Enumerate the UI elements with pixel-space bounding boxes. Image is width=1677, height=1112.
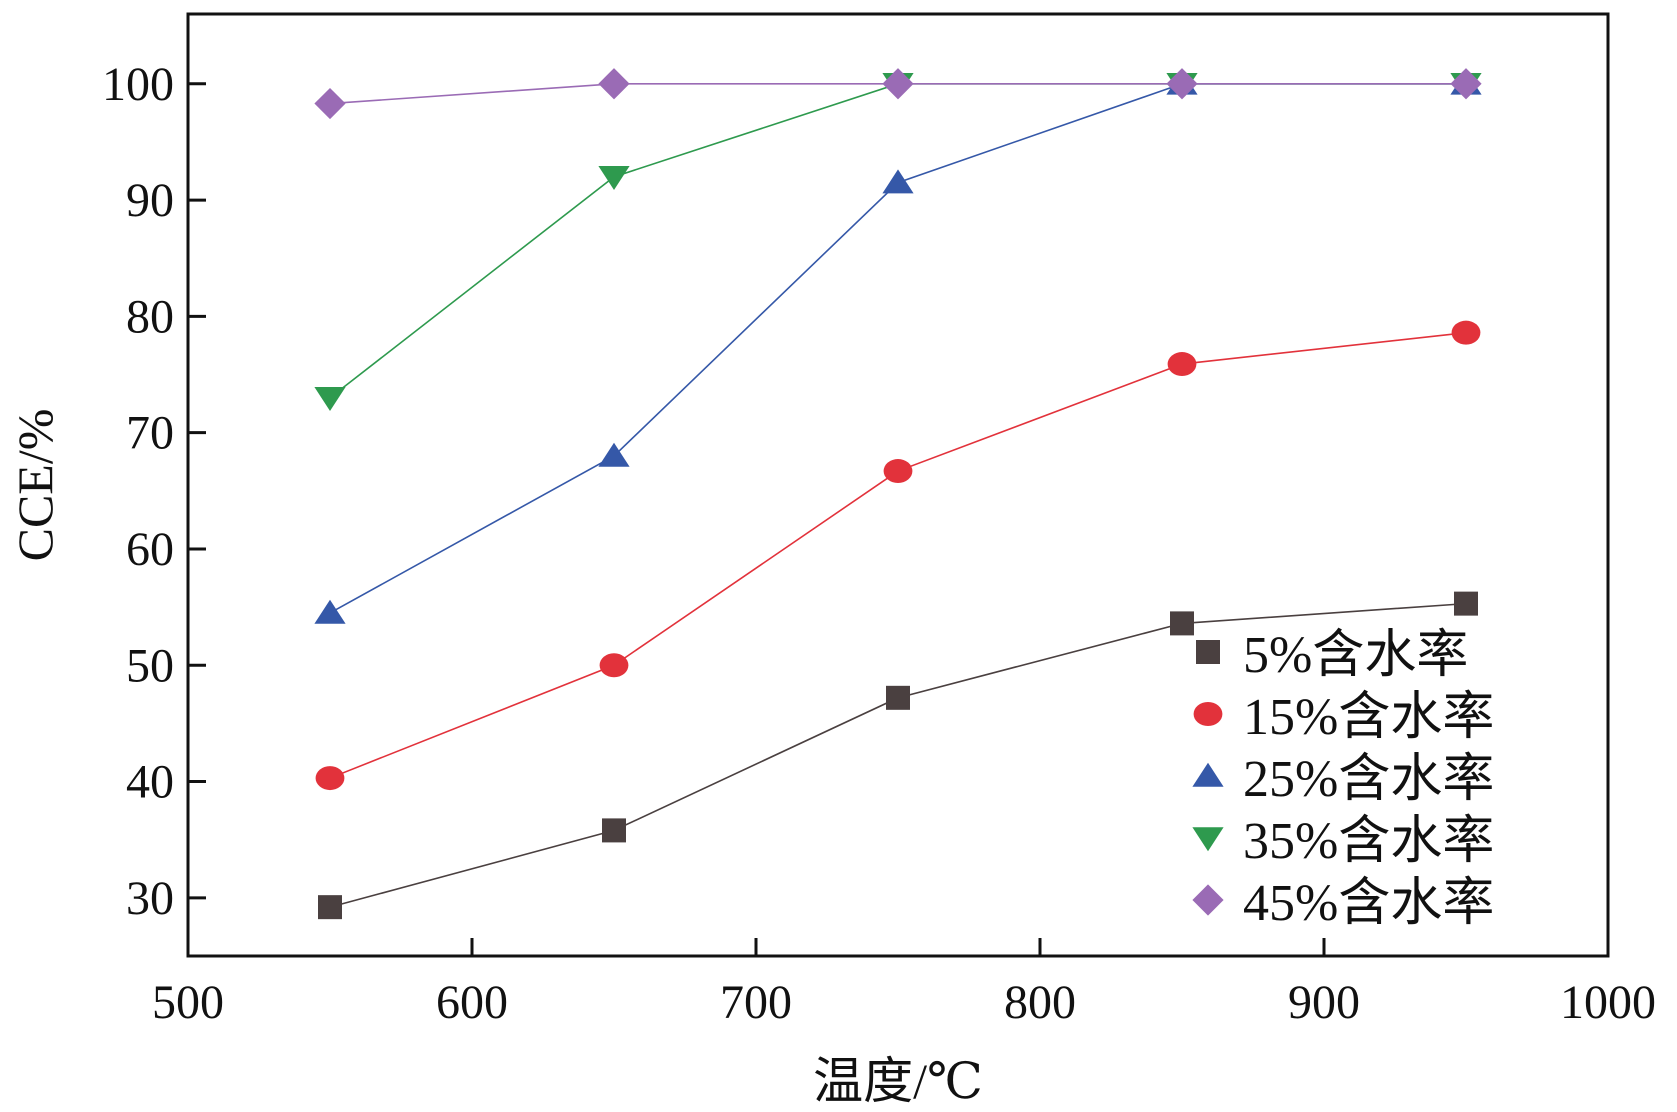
series-2 [315,320,1481,791]
y-tick-label: 90 [126,174,174,227]
x-axis-title: 温度/℃ [813,1053,983,1109]
series-4 [314,72,1482,411]
x-tick-label: 800 [1004,976,1076,1029]
data-point [1450,68,1482,100]
y-tick-label: 30 [126,872,174,925]
legend-marker [1196,640,1220,664]
legend-item: 25%含水率 [1192,751,1494,808]
data-point [602,818,626,843]
y-axis-ticks: 30 40 50 60 70 80 90 100 [102,58,206,925]
legend-label: 45%含水率 [1243,875,1494,932]
data-point [318,895,342,920]
legend-item: 45%含水率 [1192,875,1494,932]
legend-item: 15%含水率 [1193,689,1494,746]
series-line [329,82,1466,614]
y-tick-label: 70 [126,407,174,460]
data-point [886,685,910,710]
y-tick-label: 100 [102,58,174,111]
data-point [314,87,346,120]
data-point [1454,591,1478,616]
data-point [882,169,914,194]
series-5 [314,68,1482,120]
y-tick-label: 60 [126,523,174,576]
legend-marker [1192,762,1224,787]
series-1 [318,591,1478,920]
data-point [883,459,913,484]
x-tick-label: 1000 [1560,976,1656,1029]
data-point [1451,320,1481,345]
x-tick-label: 900 [1288,976,1360,1029]
series-layer [314,68,1482,920]
plot-frame [186,12,1610,958]
data-point [598,68,630,100]
y-axis-title: CCE/% [7,409,63,562]
data-point [1167,352,1197,377]
y-tick-label: 80 [126,290,174,343]
series-3 [314,70,1482,624]
data-point [314,599,346,624]
legend-marker [1192,827,1224,852]
data-point [598,442,630,467]
legend-label: 15%含水率 [1243,689,1494,746]
y-tick-label: 40 [126,756,174,809]
data-point [599,653,629,678]
legend-label: 25%含水率 [1243,751,1494,808]
data-point [315,766,345,791]
series-line [329,82,1466,399]
data-point [1170,611,1194,636]
legend-label: 35%含水率 [1243,813,1494,870]
legend-marker [1193,702,1223,726]
legend-label: 5%含水率 [1243,627,1468,684]
data-point [882,68,914,100]
data-point [1166,68,1198,100]
legend-marker [1192,884,1224,916]
x-tick-label: 600 [436,976,508,1029]
x-tick-label: 700 [720,976,792,1029]
legend-item: 35%含水率 [1192,813,1494,870]
data-point [598,166,630,191]
x-tick-label: 500 [152,976,224,1029]
x-axis-ticks: 500 600 700 800 900 1000 [152,938,1656,1029]
data-point [314,386,346,411]
y-tick-label: 50 [126,639,174,692]
legend-item: 5%含水率 [1196,627,1468,684]
